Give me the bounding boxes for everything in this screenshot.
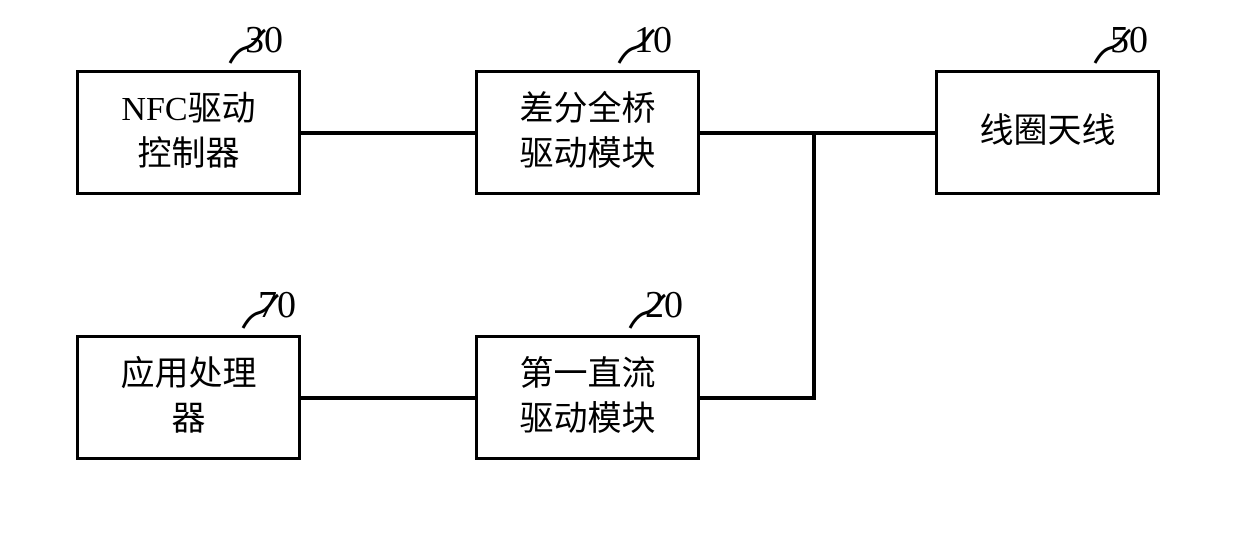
block-app-processor: 应用处理 器 (76, 335, 301, 460)
block-app-processor-line2: 器 (172, 401, 206, 438)
block-coil-antenna-line1: 线圈天线 (980, 113, 1116, 150)
block-diff-bridge-line2: 驱动模块 (520, 136, 656, 173)
block-nfc-controller-line1: NFC驱动 (121, 91, 255, 128)
block-diff-bridge: 差分全桥 驱动模块 (475, 70, 700, 195)
block-app-processor-line1: 应用处理 (121, 356, 257, 393)
ref-label-70: 70 (258, 283, 296, 327)
block-dc-drive-line2: 驱动模块 (520, 401, 656, 438)
block-dc-drive: 第一直流 驱动模块 (475, 335, 700, 460)
block-nfc-controller-line2: 控制器 (137, 136, 239, 173)
ref-label-30: 30 (245, 18, 283, 62)
block-coil-antenna: 线圈天线 (935, 70, 1160, 195)
ref-label-20: 20 (645, 283, 683, 327)
ref-label-50: 50 (1110, 18, 1148, 62)
connector-20-to-junction (700, 396, 816, 400)
ref-label-10: 10 (634, 18, 672, 62)
connector-vertical-junction (812, 131, 816, 400)
connector-70-to-20 (301, 396, 475, 400)
block-diff-bridge-line1: 差分全桥 (520, 91, 656, 128)
block-nfc-controller: NFC驱动 控制器 (76, 70, 301, 195)
block-dc-drive-line1: 第一直流 (520, 356, 656, 393)
connector-10-to-50 (700, 131, 935, 135)
block-diagram: NFC驱动 控制器 30 差分全桥 驱动模块 10 线圈天线 50 应用处理 器… (0, 0, 1258, 541)
connector-30-to-10 (301, 131, 475, 135)
